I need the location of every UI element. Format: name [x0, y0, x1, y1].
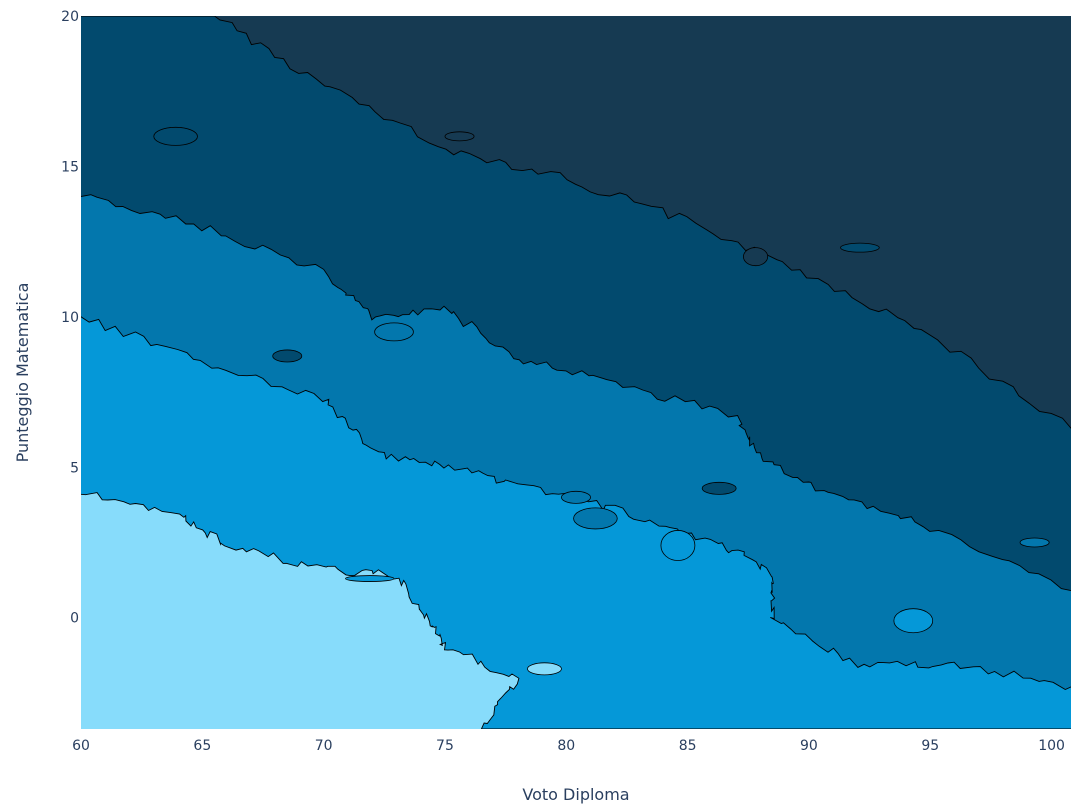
x-tick-label: 70: [315, 738, 333, 754]
x-axis-title: Voto Diploma: [522, 785, 629, 804]
contour-island: [374, 322, 414, 342]
contour-island: [1019, 537, 1050, 548]
y-tick-label: 0: [70, 611, 79, 627]
contour-island: [743, 247, 769, 267]
contour-island: [893, 608, 934, 634]
contour-island: [561, 490, 591, 504]
contour-island: [153, 126, 198, 146]
x-tick-label: 100: [1038, 738, 1065, 754]
x-tick-label: 60: [72, 738, 90, 754]
y-tick-label: 20: [61, 9, 79, 25]
x-tick-label: 90: [800, 738, 818, 754]
contour-region-level-1: [81, 492, 1071, 729]
contour-island: [701, 481, 737, 495]
y-tick-label: 10: [61, 310, 79, 326]
contour-island: [840, 242, 880, 253]
x-tick-label: 65: [193, 738, 211, 754]
contour-island: [272, 349, 303, 363]
x-tick-label: 95: [921, 738, 939, 754]
x-axis-ticks: 60 65 70 75 80 85 90 95 100: [72, 738, 1065, 754]
contour-island: [573, 507, 618, 530]
x-tick-label: 85: [679, 738, 697, 754]
contour-island: [660, 530, 696, 561]
x-tick-label: 75: [436, 738, 454, 754]
y-axis-ticks: 0 5 10 15 20: [61, 9, 79, 627]
y-tick-label: 15: [61, 159, 79, 175]
y-tick-label: 5: [70, 460, 79, 476]
y-axis-title: Punteggio Matematica: [13, 283, 32, 463]
x-tick-label: 80: [557, 738, 575, 754]
contour-island: [345, 575, 395, 582]
contour-island: [527, 662, 562, 676]
contour-island: [444, 131, 475, 142]
plot-area[interactable]: [76, 16, 1071, 734]
